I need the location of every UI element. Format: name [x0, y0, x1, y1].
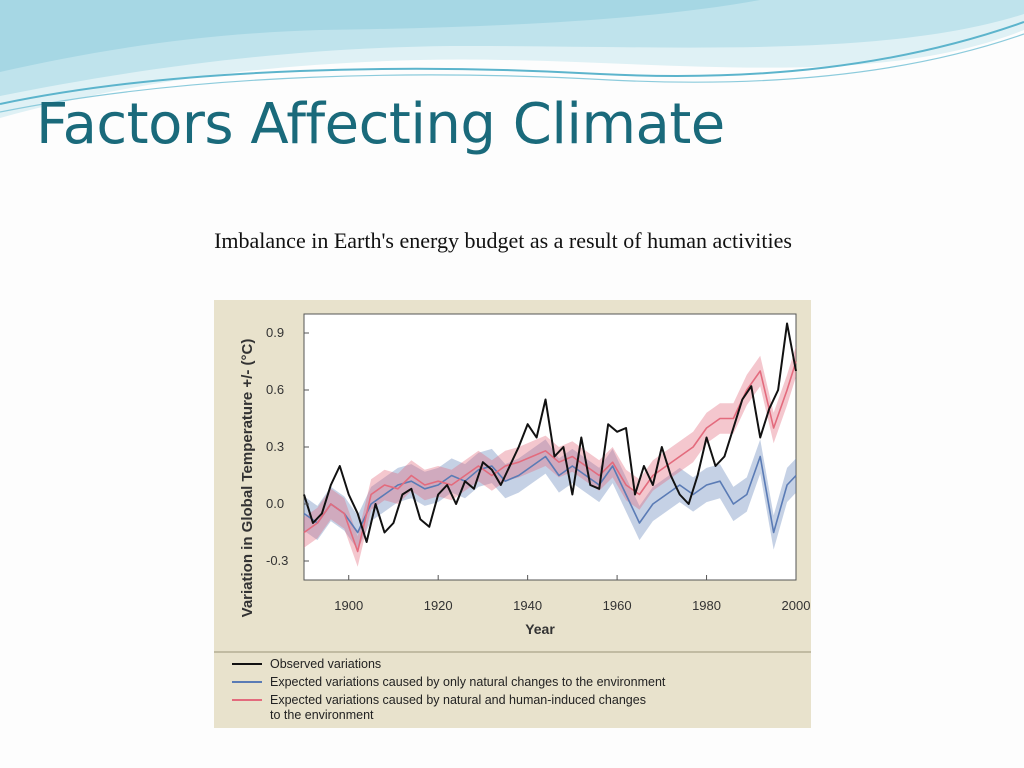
x-axis-label: Year — [525, 621, 555, 637]
band-expected-variations-caused-by-natural-and-human-induced-changes-to-the-environment — [304, 346, 796, 567]
x-tick-label-1980: 1980 — [692, 598, 721, 613]
chart-svg: 1900 1920 1940 1960 1980 2000 -0.3 0.0 0.3 0.6 0.… — [214, 300, 811, 728]
y-tick-label-0-3: 0.3 — [266, 439, 284, 454]
x-tick-label-1960: 1960 — [603, 598, 632, 613]
line-expected-variations-caused-by-only-natural-changes-to-the-environment — [303, 455, 797, 534]
line-observed-variations — [303, 322, 797, 543]
slide-subtitle: Imbalance in Earth's energy budget as a … — [214, 228, 792, 253]
x-tick-label-1940: 1940 — [513, 598, 542, 613]
x-tick-label-1900: 1900 — [334, 598, 363, 613]
legend-label-1: Observed variations — [270, 657, 381, 671]
plot-area — [303, 313, 797, 581]
x-tick-label-1920: 1920 — [424, 598, 453, 613]
y-tick-label-0-9: 0.9 — [266, 325, 284, 340]
y-tick-label-0-3: -0.3 — [266, 553, 288, 568]
legend-label-3: Expected variations caused by natural an… — [270, 693, 646, 707]
climate-chart: 1900 1920 1940 1960 1980 2000 -0.3 0.0 0.3 0.6 0.… — [214, 300, 811, 728]
legend-label-2: Expected variations caused by only natur… — [270, 675, 666, 689]
y-tick-label-0-0: 0.0 — [266, 496, 284, 511]
slide-title: Factors Affecting Climate — [36, 92, 725, 157]
y-tick-label-0-6: 0.6 — [266, 382, 284, 397]
y-axis-label: Variation in Global Temperature +/- (°C) — [239, 339, 256, 618]
legend-label-3-continued: to the environment — [270, 708, 374, 722]
line-expected-variations-caused-by-natural-and-human-induced-changes-to-the-environment — [303, 361, 797, 553]
x-tick-label-2000: 2000 — [782, 598, 811, 613]
